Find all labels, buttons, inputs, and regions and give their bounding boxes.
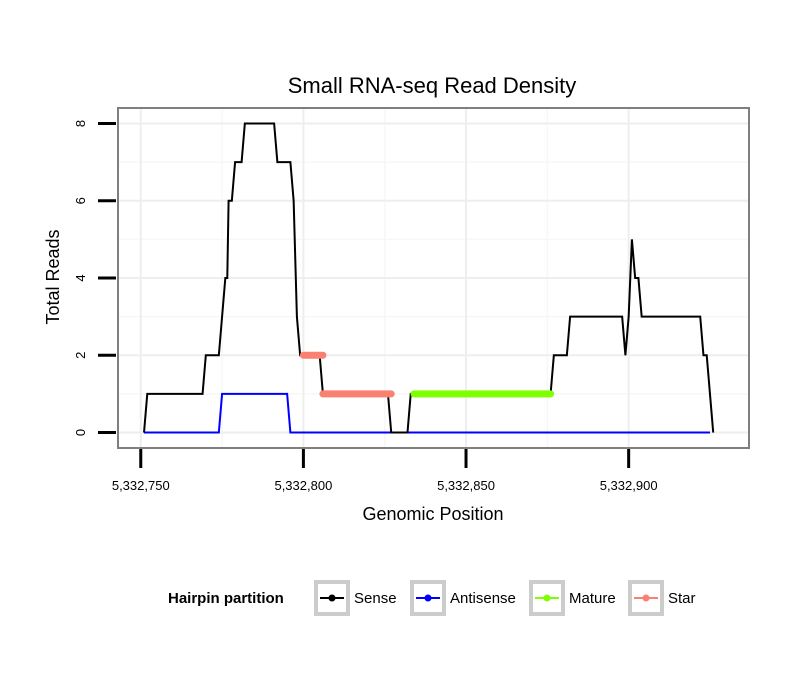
x-tick-label: 5,332,850: [437, 478, 495, 493]
plot-panel-border: [117, 107, 750, 449]
legend-title: Hairpin partition: [168, 590, 284, 607]
y-tick-label: 4: [73, 274, 88, 281]
legend: Hairpin partition Sense Antisense Mature St…: [168, 580, 696, 616]
grid: [118, 108, 749, 448]
series-sense-line: [143, 122, 715, 434]
legend-item-mature: Mature: [529, 580, 616, 616]
y-tick-label: 8: [73, 120, 88, 127]
legend-key-marker: [328, 594, 336, 602]
x-axis-label: Genomic Position: [362, 504, 503, 524]
y-tick-label: 0: [73, 429, 88, 436]
legend-label: Sense: [354, 590, 397, 607]
y-tick-label: 6: [73, 197, 88, 204]
legend-item-star: Star: [628, 580, 696, 616]
legend-item-antisense: Antisense: [410, 580, 516, 616]
x-tick-label: 5,332,750: [112, 478, 170, 493]
x-tick-label: 5,332,900: [600, 478, 658, 493]
x-tick-label: 5,332,800: [274, 478, 332, 493]
axes: 0 2 4 6 8 5,332,750 5,332,800 5,332,850 5,332,90…: [73, 120, 658, 493]
chart-title: Small RNA-seq Read Density: [288, 73, 577, 98]
y-tick-label: 2: [73, 352, 88, 359]
series-antisense-line: [144, 392, 710, 434]
legend-label: Antisense: [450, 590, 516, 607]
legend-item-sense: Sense: [314, 580, 397, 616]
legend-key-marker: [642, 594, 650, 602]
legend-key-marker: [543, 594, 551, 602]
plot-series: [143, 122, 715, 434]
legend-key-marker: [424, 594, 432, 602]
legend-label: Star: [668, 590, 696, 607]
y-axis-label: Total Reads: [43, 229, 63, 324]
legend-label: Mature: [569, 590, 616, 607]
